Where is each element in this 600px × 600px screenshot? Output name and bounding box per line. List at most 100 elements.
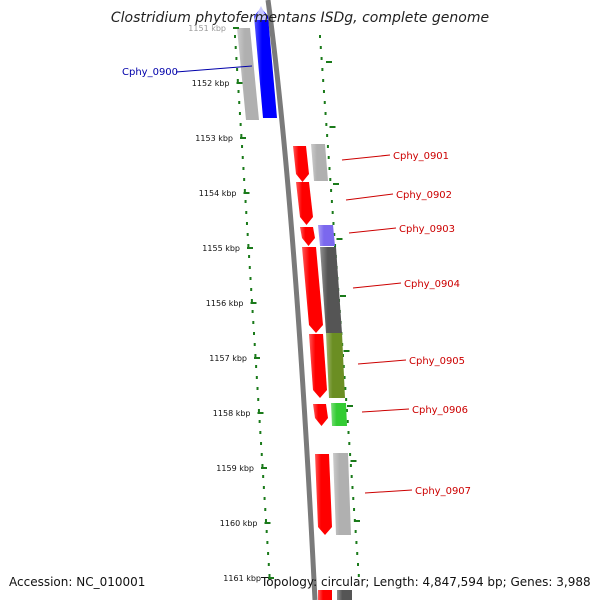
gene-red-8: [318, 590, 332, 600]
gene-label-leader: [361, 408, 410, 413]
gene-red-6: [313, 404, 328, 426]
gene-label[interactable]: Cphy_0900: [122, 67, 178, 78]
gene-label-leader: [345, 193, 394, 201]
guide-dot: [244, 200, 247, 203]
ruler-tick-right: [347, 405, 353, 407]
feature-layer: [237, 6, 352, 600]
ruler-tick: [240, 137, 246, 139]
gene-label[interactable]: Cphy_0902: [396, 190, 452, 201]
gene-label-leader: [348, 227, 397, 234]
guide-dot: [241, 156, 244, 159]
guide-dot: [248, 255, 251, 258]
gene-label[interactable]: Cphy_0901: [393, 151, 449, 162]
ruler-tick-label: 1156 kbp: [206, 299, 244, 308]
guide-dot: [253, 343, 256, 346]
guide-dot: [349, 453, 352, 456]
gene-label[interactable]: Cphy_0905: [409, 356, 465, 367]
ruler-tick: [247, 247, 253, 249]
guide-dot: [327, 156, 330, 159]
guide-dot: [355, 541, 358, 544]
guide-dot: [324, 112, 327, 115]
guide-dot: [346, 420, 349, 423]
guide-dot: [322, 79, 325, 82]
gene-label[interactable]: Cphy_0903: [399, 224, 455, 235]
guide-dot: [242, 167, 245, 170]
guide-dot: [255, 365, 258, 368]
guide-dot: [342, 365, 345, 368]
guide-dot: [260, 453, 263, 456]
guide-dot: [238, 101, 241, 104]
ruler-tick-right: [329, 126, 336, 128]
guide-dot: [343, 376, 346, 379]
guide-dot: [236, 79, 239, 82]
guide-dot: [330, 189, 333, 192]
gene-red-4: [302, 247, 323, 333]
gene-label-leader: [175, 65, 253, 73]
guide-dot: [267, 563, 270, 566]
guide-dot: [250, 299, 253, 302]
guide-dot: [243, 178, 246, 181]
guide-dot: [263, 497, 266, 500]
guide-dot: [319, 35, 321, 38]
guide-dot: [345, 409, 348, 412]
gene-red-2: [296, 182, 313, 225]
guide-dot: [237, 90, 240, 93]
ruler-tick-label: 1153 kbp: [195, 134, 233, 143]
guide-dot: [350, 475, 353, 478]
guide-dot: [328, 167, 331, 170]
feature-gray-0900: [237, 28, 259, 120]
guide-dot: [253, 332, 256, 335]
guide-dot: [345, 398, 348, 401]
guide-dot: [250, 288, 253, 291]
guide-dot: [267, 552, 270, 555]
guide-dot: [251, 310, 254, 313]
gene-label[interactable]: Cphy_0907: [415, 486, 471, 497]
guide-dot: [264, 519, 267, 522]
guide-dot: [239, 123, 242, 126]
guide-dot: [234, 46, 237, 49]
guide-dot: [320, 57, 323, 60]
guide-dot: [357, 563, 360, 566]
guide-dot: [265, 530, 268, 533]
ruler-tick-label: 1160 kbp: [220, 519, 258, 528]
gene-label-leader: [364, 489, 413, 494]
gene-red-3: [300, 227, 315, 246]
ruler-tick: [254, 357, 260, 359]
ruler-tick-label: 1151 kbp: [188, 24, 226, 33]
ruler-tick-right: [340, 295, 346, 297]
ruler-tick-label: 1158 kbp: [213, 409, 251, 418]
guide-dot: [262, 475, 265, 478]
genome-summary-text: Topology: circular; Length: 4,847,594 bp…: [261, 575, 591, 589]
ruler-tick-right: [343, 350, 350, 352]
gene-red-7: [315, 454, 332, 535]
guide-dot: [234, 35, 236, 38]
guide-dot: [249, 277, 252, 280]
ruler-tick-label: 1161 kbp: [223, 574, 261, 583]
gene-label[interactable]: Cphy_0906: [412, 405, 468, 416]
guide-dot: [266, 541, 269, 544]
guide-dot: [246, 233, 249, 236]
guide-dot: [261, 464, 264, 467]
gene-label[interactable]: Cphy_0904: [404, 279, 460, 290]
guide-dot: [348, 442, 351, 445]
ruler-tick: [261, 467, 267, 469]
guide-dot: [238, 112, 241, 115]
guide-dot: [347, 431, 350, 434]
guide-dot: [257, 409, 260, 412]
ruler-tick: [257, 412, 264, 414]
guide-dot: [322, 90, 325, 93]
guide-dot: [351, 486, 354, 489]
guide-dot: [356, 552, 359, 555]
guide-dot: [344, 387, 347, 390]
feature-gray-0907: [333, 453, 351, 535]
dotted-guide-left: [234, 35, 271, 577]
guide-dot: [349, 464, 352, 467]
guide-dot: [236, 68, 239, 71]
ruler-tick-label: 1157 kbp: [209, 354, 247, 363]
gene-label-leader: [357, 359, 407, 365]
feature-dark-bottom: [337, 590, 352, 600]
gene-label-leader: [341, 154, 391, 161]
guide-dot: [321, 68, 324, 71]
ruler-tick: [268, 577, 274, 579]
gene-red-1: [293, 146, 309, 182]
